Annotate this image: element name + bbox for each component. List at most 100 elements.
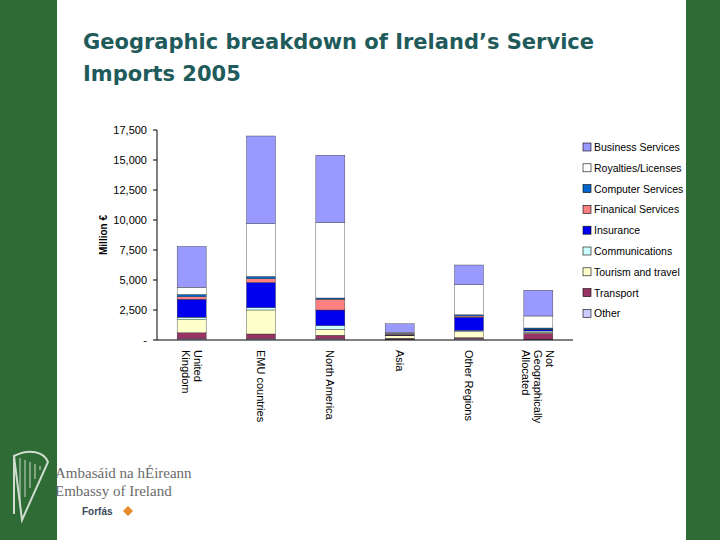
y-tick	[153, 220, 157, 221]
legend-label: Other	[594, 307, 621, 319]
left-band	[0, 0, 57, 540]
legend-swatch	[583, 226, 591, 234]
y-axis	[157, 130, 158, 340]
legend-label: Transport	[594, 287, 639, 299]
bar-segment	[247, 279, 276, 283]
category-label-line: Not	[544, 350, 556, 367]
category-label: EMU countries	[255, 350, 267, 423]
bar-segment	[247, 282, 276, 307]
harp-frame	[14, 452, 48, 520]
y-tick	[153, 340, 157, 341]
category-label-line: North America	[324, 350, 336, 421]
y-tick	[153, 310, 157, 311]
bar-segment	[524, 329, 553, 331]
bar-segment	[385, 324, 414, 332]
bar-segment	[524, 316, 553, 328]
y-tick	[153, 190, 157, 191]
category-label-line: Other Regions	[463, 350, 475, 421]
bar-segment	[177, 287, 206, 294]
bar-segment	[247, 136, 276, 224]
bar-segment	[524, 330, 553, 331]
legend-label: Finanical Services	[594, 203, 679, 215]
bar-segment	[316, 335, 345, 339]
bar-segment	[316, 326, 345, 330]
y-tick-label: 15,000	[113, 154, 147, 166]
bar-segment	[247, 224, 276, 277]
legend-swatch	[583, 205, 591, 213]
bar-segment	[316, 299, 345, 310]
bar-segment	[177, 246, 206, 287]
legend-swatch	[583, 143, 591, 151]
bar-segment	[385, 333, 414, 335]
y-tick	[153, 160, 157, 161]
footer-line: Ambasáid na hÉireann	[55, 465, 192, 481]
footer-brand: Forfás	[82, 506, 113, 517]
bar-segment	[385, 334, 414, 336]
category-label: UnitedKingdom	[180, 350, 204, 393]
y-tick-label: 7,500	[119, 244, 147, 256]
harp-logo	[14, 452, 48, 520]
bar-segment	[177, 320, 206, 333]
bars	[177, 136, 553, 340]
y-axis-label: Million €	[98, 215, 109, 255]
y-tick-label: 10,000	[113, 214, 147, 226]
category-label: NotGeographicallyAllocated	[520, 350, 556, 424]
y-tick-label: -	[143, 334, 147, 346]
legend-label: Business Services	[594, 141, 680, 153]
bar-segment	[177, 317, 206, 319]
category-label-line: Allocated	[520, 350, 532, 395]
y-tick-label: 17,500	[113, 124, 147, 136]
legend-label: Insurance	[594, 224, 640, 236]
brand-diamond	[123, 506, 133, 516]
category-label: North America	[324, 350, 336, 421]
category-label: Other Regions	[463, 350, 475, 421]
category-label-line: Geographically	[532, 350, 544, 424]
y-tick-label: 5,000	[119, 274, 147, 286]
y-tick	[153, 130, 157, 131]
bar-segment	[385, 334, 414, 336]
bar-segment	[316, 222, 345, 298]
bar-segment	[247, 308, 276, 310]
harp-string	[25, 460, 26, 497]
legend-swatch	[583, 247, 591, 255]
harp-string	[30, 462, 31, 488]
y-tick-label: 2,500	[119, 304, 147, 316]
legend-swatch	[583, 289, 591, 297]
legend-label: Computer Services	[594, 183, 683, 195]
bar-segment	[177, 299, 206, 317]
y-tick-label: 12,500	[113, 184, 147, 196]
bar-segment	[316, 155, 345, 222]
right-band	[686, 0, 720, 540]
bar-segment	[177, 333, 206, 339]
harp-pillar	[13, 456, 15, 514]
legend-swatch	[583, 185, 591, 193]
harp-string	[40, 466, 41, 470]
bar-segment	[385, 335, 414, 337]
bar-segment	[247, 334, 276, 339]
bar-segment	[247, 276, 276, 278]
y-tick	[153, 280, 157, 281]
legend-label: Tourism and travel	[594, 266, 680, 278]
x-axis	[157, 340, 573, 341]
bar-segment	[524, 333, 553, 339]
legend-swatch	[583, 164, 591, 172]
legend-swatch	[583, 268, 591, 276]
bar-segment	[455, 317, 484, 330]
category-label: Asia	[394, 350, 406, 372]
legend-label: Royalties/Licenses	[594, 162, 682, 174]
legend-swatch	[583, 309, 591, 317]
bar-segment	[177, 294, 206, 296]
bar-segment	[316, 329, 345, 335]
bar-segment	[455, 265, 484, 285]
legend-label: Communications	[594, 245, 672, 257]
category-label-line: EMU countries	[255, 350, 267, 423]
harp-string	[35, 464, 36, 479]
category-label-line: Kingdom	[180, 350, 192, 393]
footer-line: Embassy of Ireland	[55, 483, 172, 499]
harp-string	[20, 458, 21, 506]
bar-segment	[316, 310, 345, 326]
bar-segment	[385, 336, 414, 338]
bar-segment	[247, 310, 276, 334]
bar-segment	[455, 332, 484, 338]
category-label-line: Asia	[394, 350, 406, 372]
